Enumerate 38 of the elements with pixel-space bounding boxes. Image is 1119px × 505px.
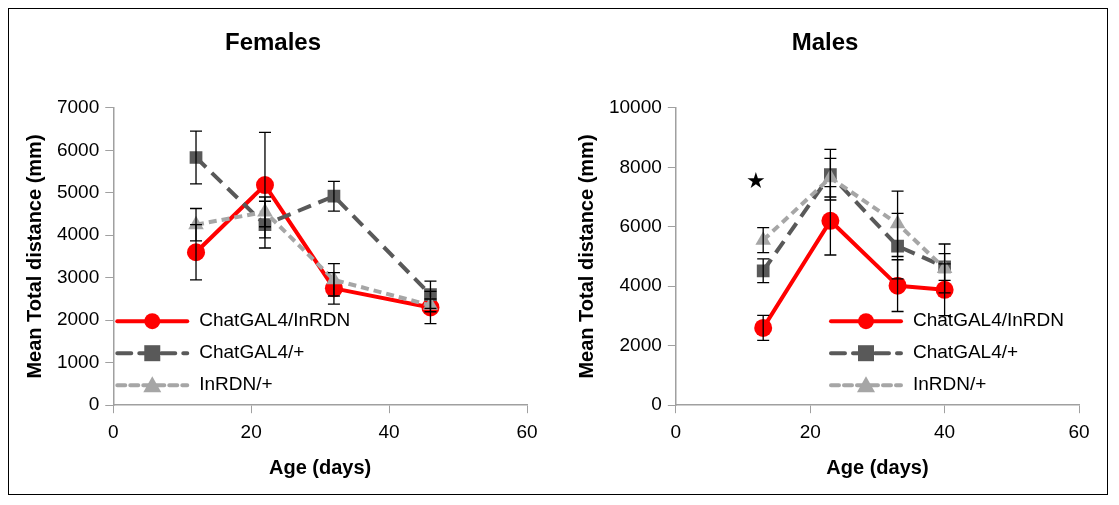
chart-title: Females <box>224 28 322 56</box>
x-axis-title: Age (days) <box>826 455 929 478</box>
y-tick-label: 1000 <box>56 350 100 372</box>
y-tick-label: 3000 <box>56 265 100 287</box>
chart-title: Males <box>791 28 859 56</box>
legend-label: ChatGAL4/InRDN <box>199 309 351 331</box>
y-tick-label: 7000 <box>56 96 100 118</box>
point <box>754 318 773 337</box>
x-tick-label: 60 <box>1068 420 1090 442</box>
point <box>821 211 840 230</box>
point <box>756 264 770 278</box>
x-axis-title: Age (days) <box>269 455 372 478</box>
legend-label: InRDN/+ <box>912 373 987 395</box>
y-tick-label: 10000 <box>608 96 662 118</box>
y-tick-label: 2000 <box>56 308 100 330</box>
y-tick-label: 5000 <box>56 181 100 203</box>
x-tick-label: 40 <box>378 420 400 442</box>
legend-label: ChatGAL4/+ <box>199 341 305 363</box>
y-axis-title: Mean Total distance (mm) <box>574 134 597 379</box>
y-tick-label: 6000 <box>619 214 662 236</box>
legend-label: ChatGAL4/+ <box>912 341 1019 363</box>
y-tick-label: 4000 <box>619 274 662 296</box>
y-tick-label: 0 <box>651 393 662 415</box>
legend-label: ChatGAL4/InRDN <box>912 309 1065 331</box>
x-tick-label: 0 <box>670 420 682 442</box>
x-tick-label: 60 <box>516 420 538 442</box>
x-tick-label: 20 <box>240 420 262 442</box>
y-tick-label: 6000 <box>56 138 100 160</box>
annotation: ★ <box>746 168 767 194</box>
y-tick-label: 2000 <box>619 333 662 355</box>
x-tick-label: 40 <box>934 420 956 442</box>
x-tick-label: 0 <box>107 420 119 442</box>
y-tick-label: 0 <box>88 393 100 415</box>
y-axis-title: Mean Total distance (mm) <box>22 134 45 379</box>
legend-label: InRDN/+ <box>199 373 273 395</box>
y-tick-label: 4000 <box>56 223 100 245</box>
x-tick-label: 20 <box>799 420 821 442</box>
y-tick-label: 8000 <box>619 155 662 177</box>
